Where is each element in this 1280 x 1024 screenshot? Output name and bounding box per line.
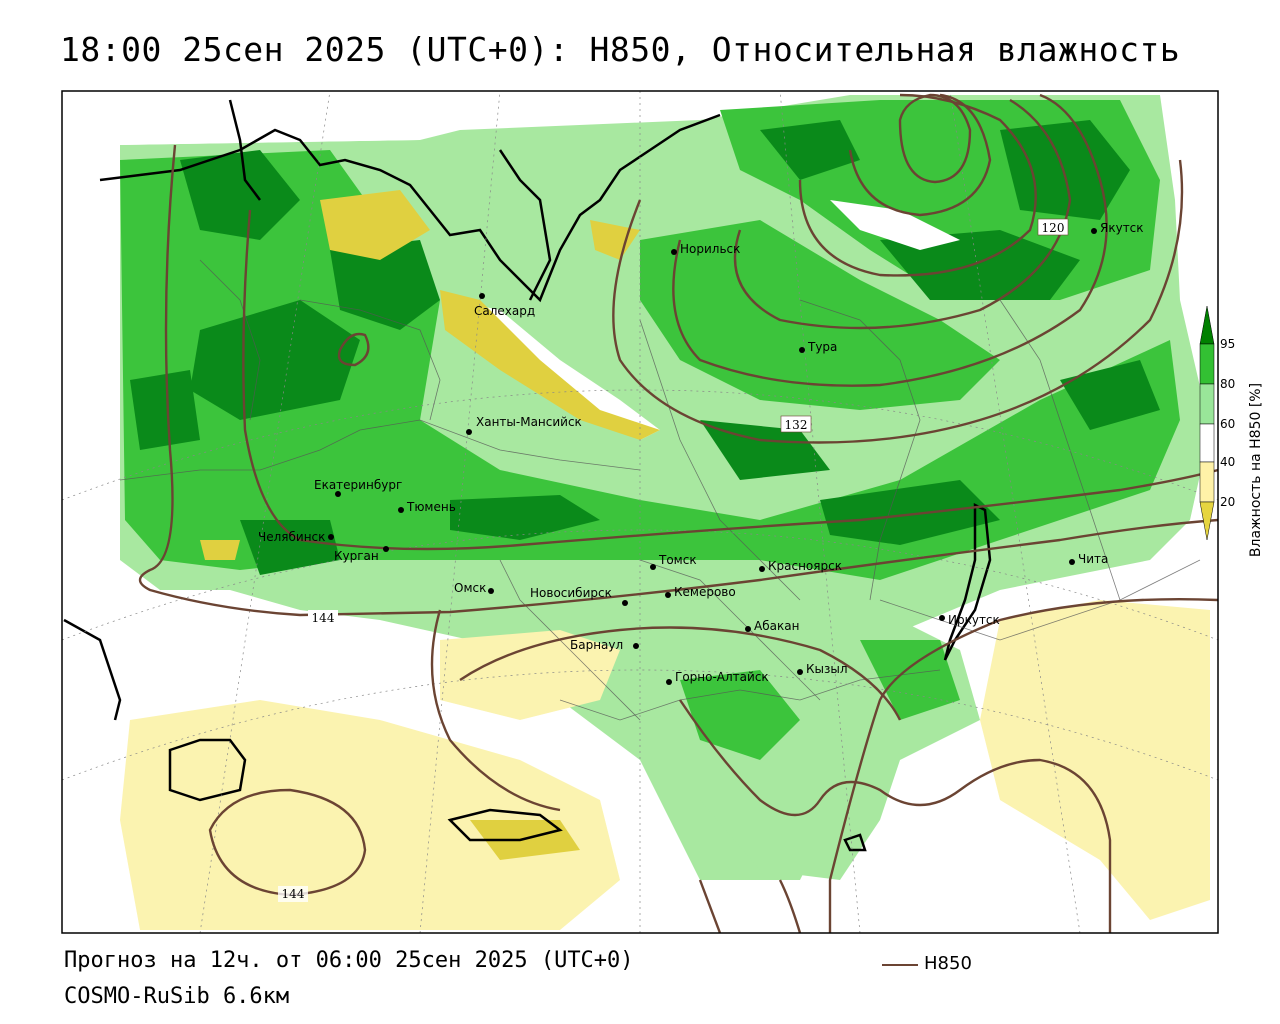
svg-text:Тюмень: Тюмень	[406, 500, 456, 514]
colorbar: 95 80 60 40 20 Влажность на H850 [%]	[1199, 305, 1264, 557]
model-name: COSMO-RuSib 6.6км	[64, 984, 290, 1009]
city-yekaterinburg: Екатеринбург	[314, 478, 402, 497]
svg-text:Иркутск: Иркутск	[948, 613, 1000, 627]
city-tura: Тура	[799, 340, 837, 354]
city-krasnoyarsk: Красноярск	[759, 559, 842, 573]
h850-legend-label: H850	[924, 953, 972, 974]
svg-text:Кемерово: Кемерово	[674, 585, 736, 599]
city-kemerovo: Кемерово	[665, 585, 736, 599]
colorbar-bottom-arrow	[1199, 501, 1215, 541]
svg-text:Кызыл: Кызыл	[806, 662, 848, 676]
colorbar-tick-60: 60	[1220, 417, 1235, 431]
city-chelyabinsk: Челябинск	[258, 530, 334, 544]
city-norilsk: Норильск	[671, 242, 740, 256]
city-kurgan: Курган	[334, 546, 389, 563]
svg-text:Курган: Курган	[334, 549, 379, 563]
cities: Норильск Якутск Салехард Тура Ханты-Манс…	[258, 221, 1144, 685]
colorbar-tick-20: 20	[1220, 495, 1235, 509]
svg-text:Барнаул: Барнаул	[570, 638, 623, 652]
h850-contours	[138, 93, 1218, 933]
city-chita: Чита	[1069, 552, 1108, 566]
svg-text:Салехард: Салехард	[474, 304, 535, 318]
colorbar-tick-80: 80	[1220, 377, 1235, 391]
svg-text:Красноярск: Красноярск	[768, 559, 842, 573]
city-salekhard: Салехард	[474, 293, 535, 318]
svg-text:Томск: Томск	[658, 553, 697, 567]
map-frame	[61, 90, 1219, 934]
contour-labels: 120 132 144 144	[278, 218, 1069, 902]
city-tyumen: Тюмень	[398, 500, 456, 514]
svg-text:Челябинск: Челябинск	[258, 530, 325, 544]
city-yakutsk: Якутск	[1091, 221, 1144, 235]
svg-text:Абакан: Абакан	[754, 619, 799, 633]
svg-text:Екатеринбург: Екатеринбург	[314, 478, 402, 492]
colorbar-tick-95: 95	[1220, 337, 1235, 351]
city-kyzyl: Кызыл	[797, 662, 848, 676]
city-omsk: Омск	[454, 581, 494, 595]
svg-text:Якутск: Якутск	[1100, 221, 1144, 235]
city-abakan: Абакан	[745, 619, 799, 633]
contour-label-120: 120	[1042, 221, 1065, 235]
svg-text:Горно-Алтайск: Горно-Алтайск	[675, 670, 769, 684]
contour-label-132: 132	[785, 418, 808, 432]
svg-text:Омск: Омск	[454, 581, 486, 595]
city-khanty-mansiysk: Ханты-Мансийск	[466, 415, 582, 435]
contour-label-144-south: 144	[282, 887, 305, 901]
graticule	[62, 91, 1218, 933]
colorbar-title: Влажность на H850 [%]	[1248, 383, 1264, 557]
svg-text:Новосибирск: Новосибирск	[530, 586, 612, 600]
city-irkutsk: Иркутск	[939, 613, 1000, 627]
h850-legend-line	[882, 964, 918, 966]
city-tomsk: Томск	[650, 553, 697, 570]
colorbar-tick-40: 40	[1220, 455, 1235, 469]
city-gorno-altaysk: Горно-Алтайск	[666, 670, 769, 685]
city-barnaul: Барнаул	[570, 638, 639, 652]
city-novosibirsk: Новосибирск	[530, 586, 628, 606]
svg-text:Чита: Чита	[1078, 552, 1108, 566]
coastlines	[63, 99, 992, 852]
map-title: 18:00 25сен 2025 (UTC+0): H850, Относите…	[60, 30, 1181, 69]
svg-text:Норильск: Норильск	[680, 242, 740, 256]
forecast-info: Прогноз на 12ч. от 06:00 25сен 2025 (UTC…	[64, 948, 634, 973]
svg-text:Ханты-Мансийск: Ханты-Мансийск	[476, 415, 582, 429]
contour-label-144-north: 144	[312, 611, 335, 625]
svg-text:Тура: Тура	[807, 340, 837, 354]
